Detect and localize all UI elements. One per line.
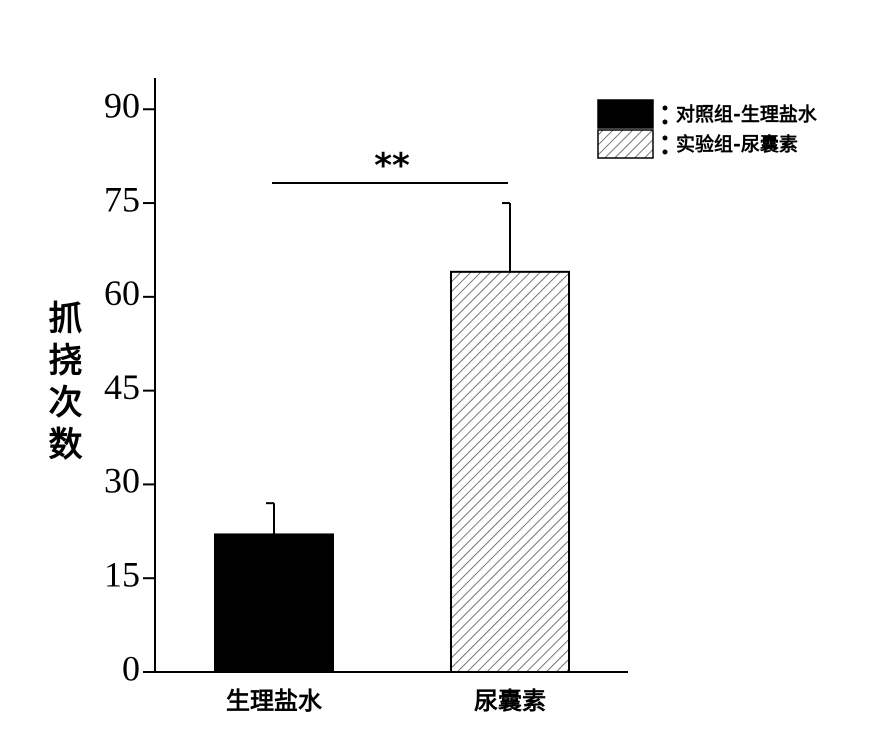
legend-colon [662, 135, 668, 141]
y-tick-label: 0 [122, 648, 140, 688]
y-tick-label: 90 [104, 86, 140, 126]
y-axis-label: 抓挠次数 [42, 300, 82, 468]
x-tick-label: 尿囊素 [474, 687, 546, 715]
y-tick-label: 60 [104, 273, 140, 313]
x-tick-label: 生理盐水 [226, 687, 323, 715]
legend-label: 实验组-尿囊素 [676, 133, 798, 156]
significance-label: ** [374, 146, 410, 186]
legend-label: 对照组-生理盐水 [676, 103, 818, 126]
legend-swatch [597, 99, 654, 129]
legend-colon [662, 105, 668, 111]
y-tick-label: 75 [104, 179, 140, 219]
bar [214, 533, 334, 673]
y-tick-label: 45 [104, 367, 140, 407]
legend-swatch [597, 129, 654, 159]
legend-colon [662, 119, 668, 125]
bar [450, 270, 570, 673]
legend-colon [662, 149, 668, 155]
y-tick-label: 30 [104, 461, 140, 501]
y-tick-label: 15 [104, 554, 140, 594]
